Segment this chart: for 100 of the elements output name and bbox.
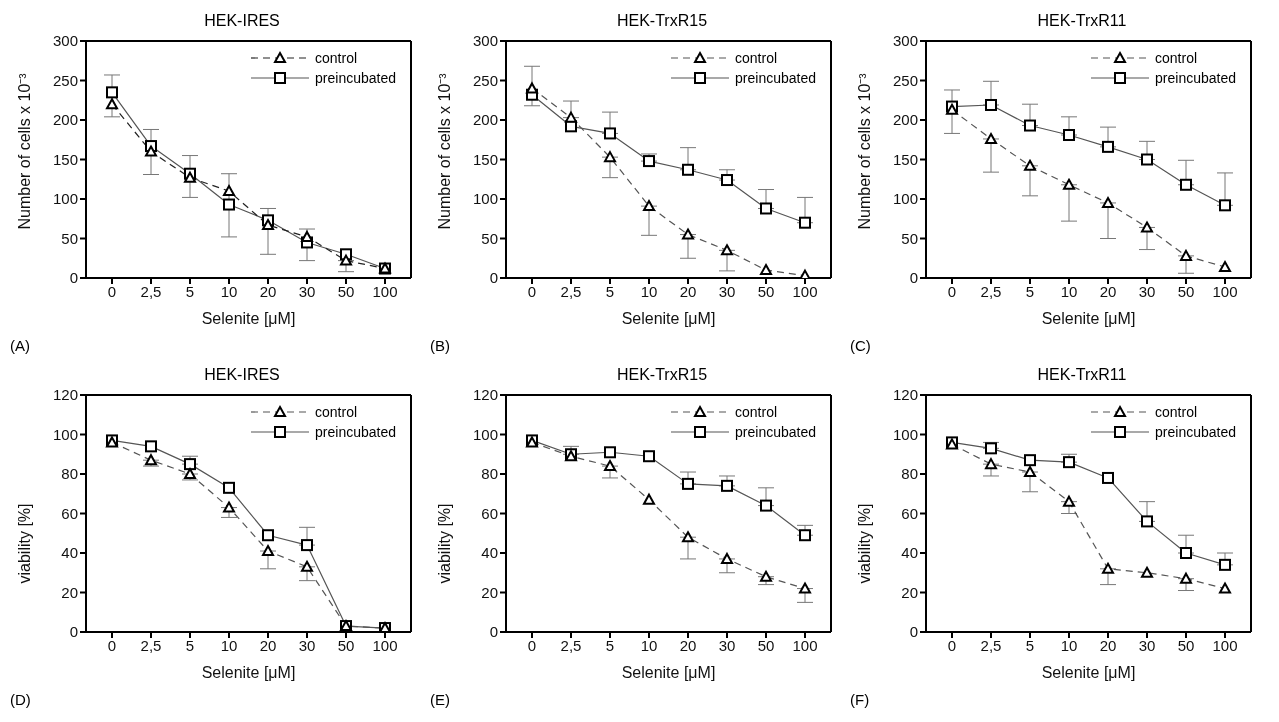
x-tick-label: 100 xyxy=(792,282,818,300)
x-tick-label: 2,5 xyxy=(140,282,162,300)
y-tick-label: 50 xyxy=(481,229,498,247)
y-tick-label: 0 xyxy=(69,623,78,641)
y-tick-label: 80 xyxy=(481,465,498,483)
legend-label: preincubated xyxy=(1155,424,1236,440)
x-tick-label: 100 xyxy=(372,282,398,300)
x-tick-label: 20 xyxy=(679,282,697,300)
x-tick-label: 2,5 xyxy=(980,636,1002,654)
x-axis-title: Selenite [μM] xyxy=(1041,664,1136,681)
y-axis-title: Number of cells x 10⁻³ xyxy=(855,72,873,230)
legend-label: control xyxy=(315,50,358,66)
x-tick-label: 20 xyxy=(1099,282,1117,300)
x-tick-label: 2,5 xyxy=(560,282,582,300)
text: (D) xyxy=(10,691,31,708)
x-tick-label: 5 xyxy=(605,636,615,654)
y-tick-label: 250 xyxy=(892,71,918,89)
x-tick-label: 5 xyxy=(1025,636,1035,654)
x-tick-label: 30 xyxy=(1138,636,1156,654)
x-tick-label: 30 xyxy=(718,636,736,654)
chart-title: HEK-TrxR15 xyxy=(615,366,709,384)
x-tick-label: 30 xyxy=(298,636,316,654)
y-tick-label: 20 xyxy=(61,583,78,601)
x-tick-label: 0 xyxy=(527,636,537,654)
x-axis-title: Selenite [μM] xyxy=(201,310,296,327)
text: (F) xyxy=(850,691,870,708)
y-tick-label: 0 xyxy=(909,269,918,287)
y-tick-label: 200 xyxy=(892,111,918,129)
x-tick-label: 20 xyxy=(259,636,277,654)
y-tick-label: 120 xyxy=(52,386,78,404)
x-tick-label: 50 xyxy=(757,282,775,300)
y-tick-label: 80 xyxy=(901,465,918,483)
legend-label: control xyxy=(1155,404,1198,420)
text: (E) xyxy=(430,691,450,708)
y-tick-label: 120 xyxy=(472,386,498,404)
x-tick-label: 30 xyxy=(1138,282,1156,300)
x-tick-label: 10 xyxy=(640,282,658,300)
x-tick-label: 50 xyxy=(1177,282,1195,300)
chart-title: HEK-TrxR15 xyxy=(615,12,709,30)
x-axis-title: Selenite [μM] xyxy=(621,664,716,681)
y-tick-label: 100 xyxy=(892,425,918,443)
y-tick-label: 0 xyxy=(69,269,78,287)
x-tick-label: 10 xyxy=(640,636,658,654)
x-tick-label: 0 xyxy=(107,636,117,654)
y-tick-label: 150 xyxy=(472,150,498,168)
x-tick-label: 10 xyxy=(1060,636,1078,654)
x-axis-title: Selenite [μM] xyxy=(201,664,296,681)
y-tick-label: 50 xyxy=(901,229,918,247)
x-tick-label: 5 xyxy=(185,282,195,300)
y-axis-title: viability [%] xyxy=(435,503,453,584)
x-tick-label: 5 xyxy=(1025,282,1035,300)
x-tick-label: 20 xyxy=(1099,636,1117,654)
legend-label: preincubated xyxy=(1155,70,1236,86)
x-tick-label: 100 xyxy=(1212,636,1238,654)
y-tick-label: 60 xyxy=(481,504,498,522)
y-tick-label: 200 xyxy=(52,111,78,129)
y-tick-label: 300 xyxy=(52,32,78,50)
chart-title: HEK-TrxR11 xyxy=(1036,12,1128,30)
x-tick-label: 50 xyxy=(757,636,775,654)
x-tick-label: 2,5 xyxy=(140,636,162,654)
y-tick-label: 200 xyxy=(472,111,498,129)
y-tick-label: 150 xyxy=(52,150,78,168)
y-tick-label: 50 xyxy=(61,229,78,247)
y-tick-label: 100 xyxy=(52,190,78,208)
y-axis-title: Number of cells x 10⁻³ xyxy=(15,72,33,230)
legend-label: control xyxy=(1155,50,1198,66)
x-tick-label: 10 xyxy=(1060,282,1078,300)
y-tick-label: 250 xyxy=(52,71,78,89)
y-tick-label: 150 xyxy=(892,150,918,168)
x-tick-label: 100 xyxy=(1212,282,1238,300)
x-tick-label: 0 xyxy=(107,282,117,300)
y-tick-label: 100 xyxy=(472,425,498,443)
legend-label: preincubated xyxy=(315,424,396,440)
y-axis-title: viability [%] xyxy=(855,503,873,584)
x-tick-label: 50 xyxy=(337,282,355,300)
x-axis-title: Selenite [μM] xyxy=(621,310,716,327)
x-tick-label: 0 xyxy=(527,282,537,300)
x-tick-label: 2,5 xyxy=(980,282,1002,300)
legend-label: preincubated xyxy=(735,70,816,86)
x-tick-label: 100 xyxy=(372,636,398,654)
text: (C) xyxy=(850,337,871,354)
y-tick-label: 60 xyxy=(901,504,918,522)
x-tick-label: 5 xyxy=(185,636,195,654)
x-tick-label: 20 xyxy=(259,282,277,300)
x-tick-label: 0 xyxy=(947,636,957,654)
x-tick-label: 0 xyxy=(947,282,957,300)
chart-title: HEK-IRES xyxy=(203,12,281,30)
y-tick-label: 20 xyxy=(901,583,918,601)
y-tick-label: 300 xyxy=(472,32,498,50)
text: (A) xyxy=(10,337,30,354)
y-tick-label: 20 xyxy=(481,583,498,601)
y-tick-label: 300 xyxy=(892,32,918,50)
x-tick-label: 50 xyxy=(1177,636,1195,654)
y-tick-label: 0 xyxy=(489,269,498,287)
legend-label: preincubated xyxy=(315,70,396,86)
x-tick-label: 2,5 xyxy=(560,636,582,654)
y-tick-label: 40 xyxy=(901,544,918,562)
y-tick-label: 100 xyxy=(892,190,918,208)
y-tick-label: 40 xyxy=(61,544,78,562)
x-tick-label: 10 xyxy=(220,636,238,654)
